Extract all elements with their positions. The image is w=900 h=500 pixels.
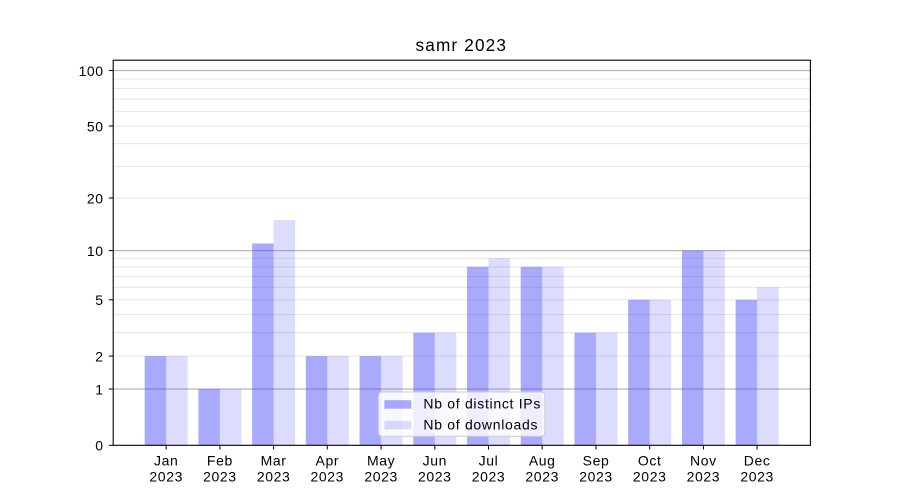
svg-text:Nb of downloads: Nb of downloads (423, 416, 538, 432)
svg-text:2023: 2023 (579, 469, 613, 485)
svg-text:May: May (367, 453, 395, 469)
svg-text:Nov: Nov (690, 453, 717, 469)
svg-text:Jan: Jan (154, 453, 178, 469)
svg-text:0: 0 (95, 438, 103, 454)
svg-text:Apr: Apr (316, 453, 340, 469)
svg-text:2023: 2023 (687, 469, 721, 485)
svg-text:2023: 2023 (257, 469, 291, 485)
svg-text:2023: 2023 (364, 469, 398, 485)
svg-text:50: 50 (87, 118, 104, 134)
svg-text:1: 1 (95, 381, 103, 397)
svg-text:20: 20 (87, 190, 104, 206)
svg-text:2023: 2023 (149, 469, 183, 485)
svg-text:2023: 2023 (418, 469, 452, 485)
svg-text:Sep: Sep (583, 453, 610, 469)
svg-text:Feb: Feb (207, 453, 233, 469)
svg-text:100: 100 (79, 63, 104, 79)
svg-text:Nb of distinct IPs: Nb of distinct IPs (423, 396, 541, 412)
svg-text:Jun: Jun (423, 453, 447, 469)
svg-text:Mar: Mar (261, 453, 287, 469)
svg-text:Oct: Oct (638, 453, 662, 469)
svg-text:2: 2 (95, 349, 103, 365)
svg-text:2023: 2023 (472, 469, 506, 485)
svg-text:2023: 2023 (525, 469, 559, 485)
svg-text:Jul: Jul (479, 453, 499, 469)
svg-text:Dec: Dec (744, 453, 771, 469)
svg-text:2023: 2023 (203, 469, 237, 485)
svg-text:2023: 2023 (740, 469, 774, 485)
svg-text:2023: 2023 (311, 469, 345, 485)
svg-text:samr 2023: samr 2023 (416, 35, 508, 55)
svg-text:5: 5 (95, 292, 103, 308)
svg-text:10: 10 (87, 243, 104, 259)
svg-text:2023: 2023 (633, 469, 667, 485)
svg-text:Aug: Aug (529, 453, 556, 469)
